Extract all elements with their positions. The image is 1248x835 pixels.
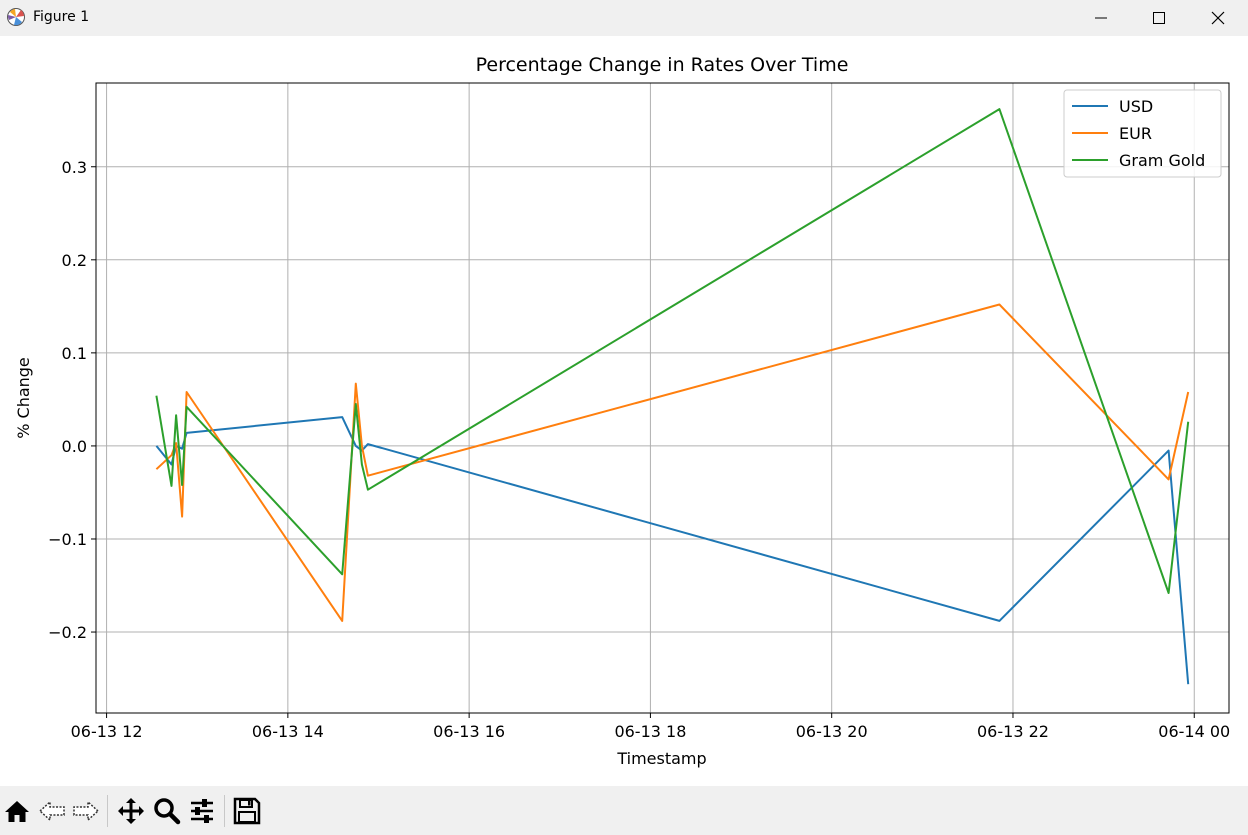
- maximize-icon: [1153, 12, 1165, 24]
- series-layer: [155, 108, 1190, 685]
- zoom-icon: [154, 798, 181, 825]
- chart-title: Percentage Change in Rates Over Time: [476, 54, 849, 76]
- x-axis-ticks: 06-13 12 06-13 14 06-13 16 06-13 18 06-13 20…: [71, 713, 1230, 741]
- x-axis-label: Timestamp: [616, 749, 706, 768]
- pan-button[interactable]: [115, 795, 147, 827]
- legend-box: [1063, 89, 1222, 178]
- forward-icon: [73, 800, 100, 822]
- x-tick-label: 06-13 20: [796, 722, 868, 741]
- x-tick-label: 06-13 18: [614, 722, 686, 741]
- x-tick-label: 06-13 22: [977, 722, 1049, 741]
- back-button[interactable]: [36, 795, 68, 827]
- configure-subplots-button[interactable]: [186, 795, 218, 827]
- forward-button[interactable]: [70, 795, 102, 827]
- x-tick-label: 06-13 14: [252, 722, 324, 741]
- y-tick-label: 0.2: [62, 251, 87, 270]
- x-tick-label: 06-14 00: [1158, 722, 1230, 741]
- window-title: Figure 1: [33, 9, 90, 25]
- y-tick-label: 0.3: [62, 158, 87, 177]
- x-tick-label: 06-13 12: [71, 722, 143, 741]
- y-axis-ticks: 0.3 0.2 0.1 0.0 −0.1 −0.2: [48, 158, 96, 642]
- home-icon: [5, 801, 29, 822]
- y-axis-label: % Change: [14, 357, 33, 439]
- legend-label: USD: [1119, 97, 1153, 116]
- y-tick-label: −0.2: [48, 623, 87, 642]
- maximize-button[interactable]: [1130, 0, 1188, 36]
- close-button[interactable]: [1189, 0, 1247, 36]
- pan-icon: [118, 798, 144, 824]
- back-icon: [38, 800, 65, 822]
- y-tick-label: −0.1: [48, 530, 87, 549]
- legend: USD EUR Gram Gold: [1063, 89, 1222, 178]
- save-icon: [233, 797, 261, 825]
- series-line-gram-gold: [155, 108, 1190, 594]
- zoom-button[interactable]: [151, 795, 183, 827]
- axes-frame: [95, 82, 1230, 714]
- toolbar-separator: [107, 795, 108, 827]
- toolbar-separator: [224, 795, 225, 827]
- y-tick-label: 0.1: [62, 344, 87, 363]
- navigation-toolbar: [0, 786, 1248, 835]
- save-button[interactable]: [231, 795, 263, 827]
- configure-subplots-icon: [191, 799, 213, 823]
- y-tick-label: 0.0: [62, 437, 87, 456]
- legend-label: Gram Gold: [1119, 151, 1205, 170]
- minimize-icon: [1095, 17, 1107, 19]
- line-chart: Percentage Change in Rates Over Time 06-…: [14, 54, 1230, 768]
- figure-canvas[interactable]: Percentage Change in Rates Over Time 06-…: [0, 36, 1248, 786]
- minimize-button[interactable]: [1072, 0, 1130, 36]
- grid-lines: [96, 83, 1229, 713]
- series-line-eur: [155, 303, 1190, 622]
- home-button[interactable]: [1, 795, 33, 827]
- close-icon: [1211, 11, 1225, 25]
- window-titlebar: Figure 1: [0, 0, 1248, 36]
- x-tick-label: 06-13 16: [433, 722, 505, 741]
- matplotlib-icon: [6, 7, 26, 27]
- legend-label: EUR: [1119, 124, 1152, 143]
- series-line-usd: [155, 416, 1190, 685]
